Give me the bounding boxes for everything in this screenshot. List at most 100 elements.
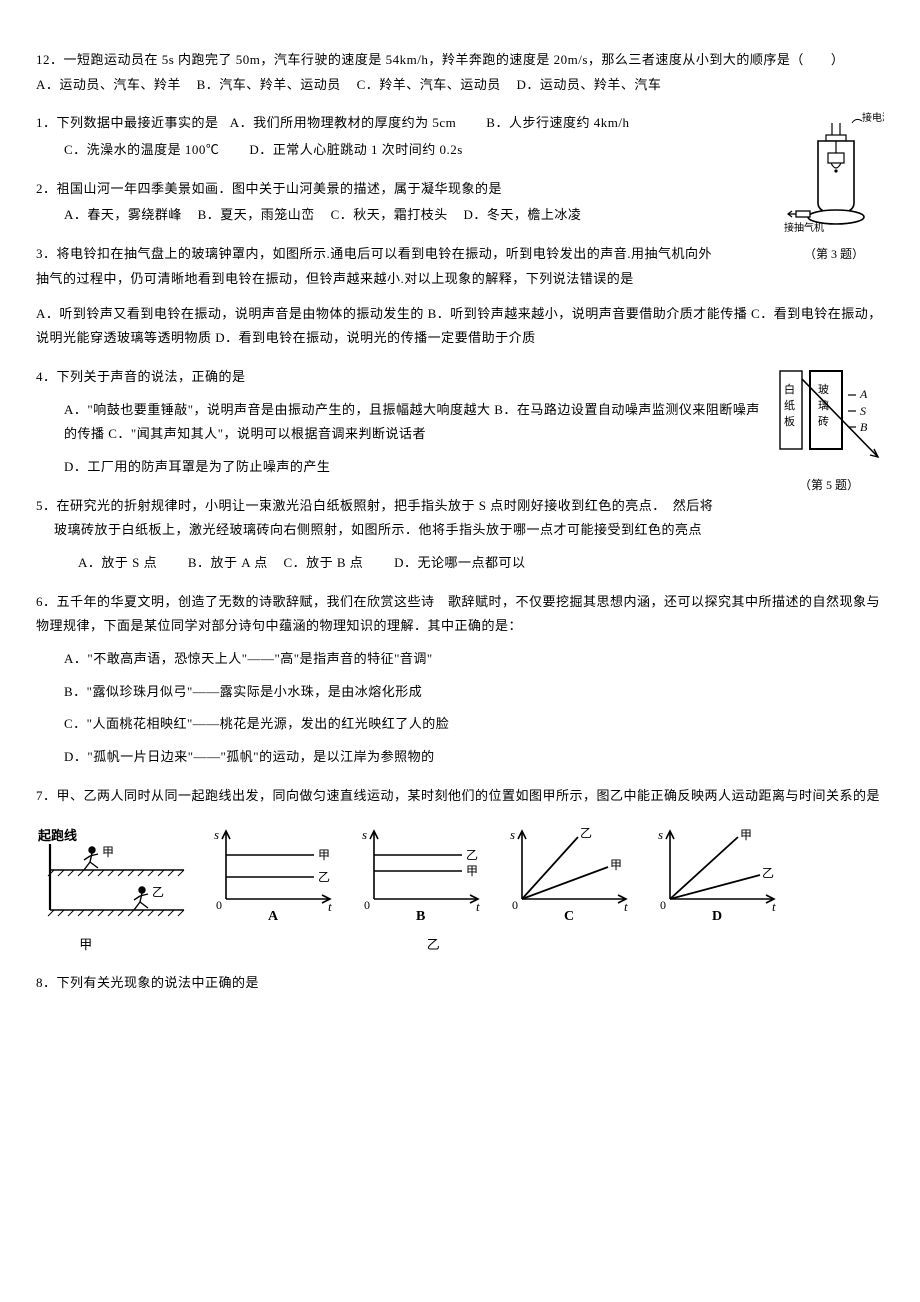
line-yi-c: 乙: [580, 826, 592, 840]
q7-bottom-labels: 甲 乙: [36, 933, 884, 958]
line-jia-d: 甲: [740, 828, 752, 842]
q5-stem2: 玻璃砖放于白纸板上，激光经玻璃砖向右侧照射，如图所示．他将手指头放于哪一点才可能…: [36, 518, 884, 543]
q5-opt-b: B．放于 A 点: [188, 555, 268, 570]
label-board3: 板: [784, 414, 795, 428]
q2-opt-c: C．秋天，霜打枝头: [331, 207, 448, 222]
axis-t-d: t: [772, 899, 776, 914]
line-jia-b: 甲: [466, 864, 478, 878]
q12-stem: 12．一短跑运动员在 5s 内跑完了 50m，汽车行驶的速度是 54km/h，羚…: [36, 48, 884, 73]
runner-yi-label: 乙: [152, 885, 164, 899]
line-yi-d: 乙: [762, 866, 774, 880]
figure-q5: 白 纸 板 玻 璃 砖 A S B （第 5 题）: [774, 365, 884, 496]
figure-q3-caption: （第 3 题）: [784, 243, 884, 266]
q1-row2: C．洗澡水的温度是 100℃ D．正常人心脏跳动 1 次时间约 0.2s: [36, 138, 884, 163]
q1-opt-a: A．我们所用物理教材的厚度约为 5cm: [230, 115, 457, 130]
q7-stem: 7．甲、乙两人同时从同一起跑线出发，同向做匀速直线运动，某时刻他们的位置如图甲所…: [36, 784, 884, 809]
q4-opt-d: D．工厂用的防声耳罩是为了防止噪声的产生: [36, 455, 884, 480]
label-glass1: 玻: [818, 383, 829, 396]
q2-stem: 2．祖国山河一年四季美景如画．图中关于山河美景的描述，属于凝华现象的是: [36, 177, 884, 202]
q6-stem: 6．五千年的华夏文明，创造了无数的诗歌辞赋，我们在欣赏这些诗 歌辞赋时，不仅要挖…: [36, 590, 884, 639]
q8-stem: 8．下列有关光现象的说法中正确的是: [36, 971, 884, 996]
label-a: A: [268, 909, 279, 923]
label-pump: 接抽气机: [784, 221, 824, 234]
axis-t-b: t: [476, 899, 480, 914]
label-board2: 纸: [784, 399, 795, 412]
runners-diagram: 起跑线 甲: [36, 828, 196, 923]
question-1: 1．下列数据中最接近事实的是 A．我们所用物理教材的厚度约为 5cm B．人步行…: [36, 111, 884, 162]
axis-s-b: s: [362, 827, 367, 842]
label-d: D: [712, 909, 722, 923]
axis-s-a: s: [214, 827, 219, 842]
axis-s-c: s: [510, 827, 515, 842]
figure-q3: 接电源 接抽气机 （第 3 题）: [784, 111, 884, 266]
q6-opt-c: C．"人面桃花相映红"——桃花是光源，发出的红光映红了人的脸: [36, 712, 884, 737]
bottom-jia: 甲: [36, 933, 136, 958]
q5-opt-d: D．无论哪一点都可以: [394, 555, 525, 570]
label-c: C: [564, 909, 574, 923]
q6-opt-d: D．"孤帆一片日边来"——"孤帆"的运动，是以江岸为参照物的: [36, 745, 884, 770]
axis-t-a: t: [328, 899, 332, 914]
q5-opts: A．放于 S 点 B．放于 A 点 C．放于 B 点 D．无论哪一点都可以: [36, 551, 884, 576]
line-yi-b: 乙: [466, 848, 478, 862]
label-glass3: 砖: [818, 414, 829, 428]
question-8: 8．下列有关光现象的说法中正确的是: [36, 971, 884, 996]
zero-a: 0: [216, 898, 222, 912]
q3-stem2: 抽气的过程中，仍可清晰地看到电铃在振动，但铃声越来越小.对以上现象的解释，下列说…: [36, 267, 884, 292]
runner-jia-label: 甲: [102, 845, 114, 859]
q12-options: A．运动员、汽车、羚羊 B．汽车、羚羊、运动员 C．羚羊、汽车、运动员 D．运动…: [36, 73, 884, 98]
figure-q5-caption: （第 5 题）: [774, 474, 884, 497]
graph-b: s t 0 乙 甲 B: [352, 823, 492, 923]
q12-opt-c: C．羚羊、汽车、运动员: [357, 77, 501, 92]
q2-opt-b: B．夏天，雨笼山峦: [198, 207, 315, 222]
line-jia-a: 甲: [318, 848, 330, 862]
q6-opt-a: A．"不敢高声语，恐惊天上人"——"高"是指声音的特征"音调": [36, 647, 884, 672]
label-S: S: [860, 404, 866, 418]
bottom-yi: 乙: [404, 933, 464, 958]
q3-opts: A．听到铃声又看到电铃在振动，说明声音是由物体的振动发生的 B．听到铃声越来越小…: [36, 302, 884, 351]
question-3: 3．将电铃扣在抽气盘上的玻璃钟罩内，如图所示.通电后可以看到电铃在振动，听到电铃…: [36, 242, 884, 351]
question-6: 6．五千年的华夏文明，创造了无数的诗歌辞赋，我们在欣赏这些诗 歌辞赋时，不仅要挖…: [36, 590, 884, 770]
q1-row1: 1．下列数据中最接近事实的是 A．我们所用物理教材的厚度约为 5cm B．人步行…: [36, 111, 884, 136]
q6-opt-b: B．"露似珍珠月似弓"——露实际是小水珠，是由冰熔化形成: [36, 680, 884, 705]
line-jia-c: 甲: [610, 858, 622, 872]
graph-d: s t 0 甲 乙 D: [648, 823, 788, 923]
graph-c: s t 0 乙 甲 C: [500, 823, 640, 923]
question-2: 2．祖国山河一年四季美景如画．图中关于山河美景的描述，属于凝华现象的是 A．春天…: [36, 177, 884, 228]
q12-opt-d: D．运动员、羚羊、汽车: [516, 77, 661, 92]
q1-opt-d: D．正常人心脏跳动 1 次时间约 0.2s: [249, 142, 462, 157]
line-yi-a: 乙: [318, 870, 330, 884]
zero-c: 0: [512, 898, 518, 912]
label-B: B: [860, 420, 868, 434]
graph-a: s t 0 甲 乙 A: [204, 823, 344, 923]
axis-s-d: s: [658, 827, 663, 842]
question-5: 5．在研究光的折射规律时，小明让一束激光沿白纸板照射，把手指头放于 S 点时刚好…: [36, 494, 884, 576]
axis-t-c: t: [624, 899, 628, 914]
q1-opt-c: C．洗澡水的温度是 100℃: [64, 142, 219, 157]
q12-opt-b: B．汽车、羚羊、运动员: [197, 77, 341, 92]
q5-stem1: 5．在研究光的折射规律时，小明让一束激光沿白纸板照射，把手指头放于 S 点时刚好…: [36, 494, 884, 519]
label-board1: 白: [784, 382, 795, 396]
q1-opt-b: B．人步行速度约 4km/h: [486, 115, 629, 130]
q2-opts: A．春天，雾绕群峰 B．夏天，雨笼山峦 C．秋天，霜打枝头 D．冬天，檐上冰凌: [36, 203, 884, 228]
zero-d: 0: [660, 898, 666, 912]
question-7: 7．甲、乙两人同时从同一起跑线出发，同向做匀速直线运动，某时刻他们的位置如图甲所…: [36, 784, 884, 957]
q2-opt-d: D．冬天，檐上冰凌: [463, 207, 581, 222]
zero-b: 0: [364, 898, 370, 912]
start-line-label: 起跑线: [37, 828, 77, 843]
q5-opt-c: C．放于 B 点: [283, 555, 363, 570]
question-12: 12．一短跑运动员在 5s 内跑完了 50m，汽车行驶的速度是 54km/h，羚…: [36, 48, 884, 97]
q3-stem1: 3．将电铃扣在抽气盘上的玻璃钟罩内，如图所示.通电后可以看到电铃在振动，听到电铃…: [36, 242, 884, 267]
bell-jar-diagram: 接电源 接抽气机: [784, 111, 884, 241]
q2-opt-a: A．春天，雾绕群峰: [64, 207, 182, 222]
q7-graphs: 起跑线 甲: [36, 823, 884, 923]
refraction-diagram: 白 纸 板 玻 璃 砖 A S B: [774, 365, 884, 463]
q4-stem: 4．下列关于声音的说法，正确的是: [36, 365, 884, 390]
label-b: B: [416, 909, 425, 923]
label-power: 接电源: [862, 111, 884, 124]
question-4: 4．下列关于声音的说法，正确的是 A．"响鼓也要重锤敲"，说明声音是由振动产生的…: [36, 365, 884, 480]
q5-opt-a: A．放于 S 点: [78, 555, 157, 570]
q1-stem: 1．下列数据中最接近事实的是: [36, 115, 219, 130]
label-A: A: [859, 387, 868, 401]
q4-opts-ab: A．"响鼓也要重锤敲"，说明声音是由振动产生的，且振幅越大响度越大 B．在马路边…: [36, 398, 884, 447]
q12-opt-a: A．运动员、汽车、羚羊: [36, 77, 181, 92]
